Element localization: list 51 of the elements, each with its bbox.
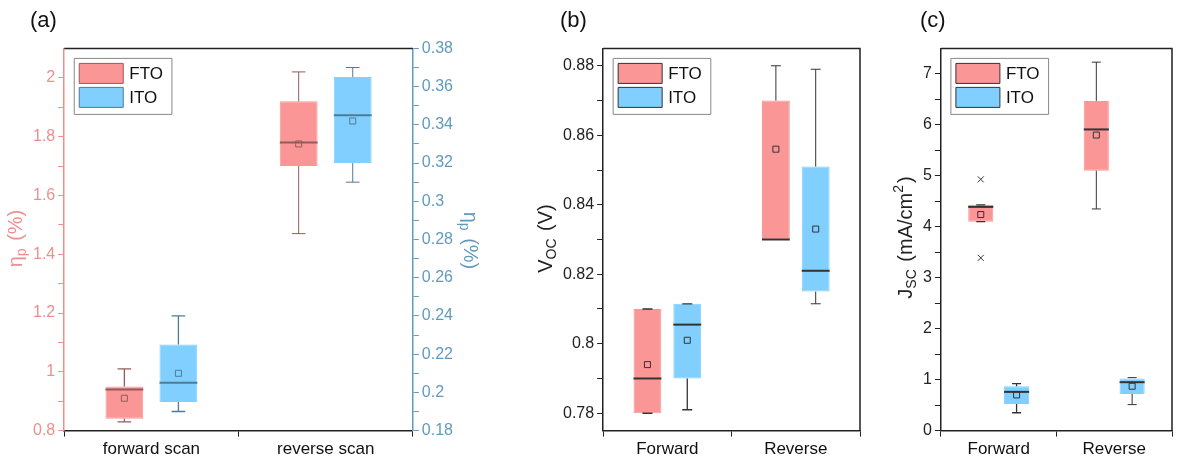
y-tick-label: 1.8: [32, 127, 56, 145]
y2-axis-title: ηp (%): [457, 211, 483, 270]
y-tick-label: 2: [922, 319, 932, 337]
y-tick-label: 0: [922, 421, 932, 439]
y-axis-title: VOC (V): [533, 204, 559, 273]
legend-label: FTO: [668, 64, 702, 84]
chart-title: (a): [30, 7, 57, 33]
legend-label: ITO: [668, 88, 697, 108]
y2-tick-label: 0.26: [421, 268, 454, 286]
y2-tick-label: 0.2: [421, 382, 445, 400]
chart-title: (b): [560, 7, 587, 33]
chart-title: (c): [920, 7, 946, 33]
x-tick-label: reverse scan: [277, 439, 375, 459]
y-tick-label: 1.4: [32, 244, 56, 262]
x-tick-label: Forward: [967, 439, 1030, 459]
y-tick-label: 2: [46, 68, 56, 86]
x-tick-label: Reverse: [1082, 439, 1146, 459]
y-axis-title: ηp (%): [3, 209, 29, 268]
y2-tick-label: 0.28: [421, 229, 454, 247]
x-tick-label: forward scan: [102, 439, 201, 459]
y2-tick-label: 0.32: [421, 153, 454, 171]
y-tick-label: 0.86: [563, 125, 595, 143]
legend-label: FTO: [1005, 64, 1040, 84]
y-tick-label: 3: [922, 268, 932, 286]
y-tick-label: 4: [922, 217, 932, 235]
legend-label: FTO: [129, 64, 163, 84]
y-tick-label: 0.88: [563, 56, 595, 74]
y-axis-title: JSC (mA/cm2): [889, 176, 919, 299]
y-tick-label: 0.8: [32, 421, 56, 439]
y-tick-label: 1.2: [32, 303, 56, 321]
y-tick-label: 5: [922, 166, 932, 184]
legend-label: ITO: [129, 88, 158, 108]
y-tick-label: 0.84: [563, 195, 595, 213]
y-tick-label: 7: [922, 64, 932, 82]
x-tick-label: Reverse: [764, 439, 828, 459]
y2-tick-label: 0.24: [421, 306, 454, 324]
y2-tick-label: 0.18: [421, 421, 454, 439]
y-tick-label: 1: [46, 362, 56, 380]
y-tick-label: 1.6: [32, 185, 56, 203]
y2-tick-label: 0.3: [421, 191, 445, 209]
y2-tick-label: 0.36: [421, 77, 454, 95]
y2-tick-label: 0.34: [421, 115, 454, 133]
y-tick-label: 6: [922, 115, 932, 133]
y2-tick-label: 0.38: [421, 38, 454, 56]
legend-label: ITO: [1005, 88, 1034, 108]
y-tick-label: 0.82: [563, 264, 595, 282]
y-tick-label: 0.78: [563, 403, 595, 421]
y-tick-label: 1: [922, 370, 932, 388]
y-tick-label: 0.8: [571, 334, 595, 352]
y2-tick-label: 0.22: [421, 344, 454, 362]
x-tick-label: Forward: [636, 439, 699, 459]
